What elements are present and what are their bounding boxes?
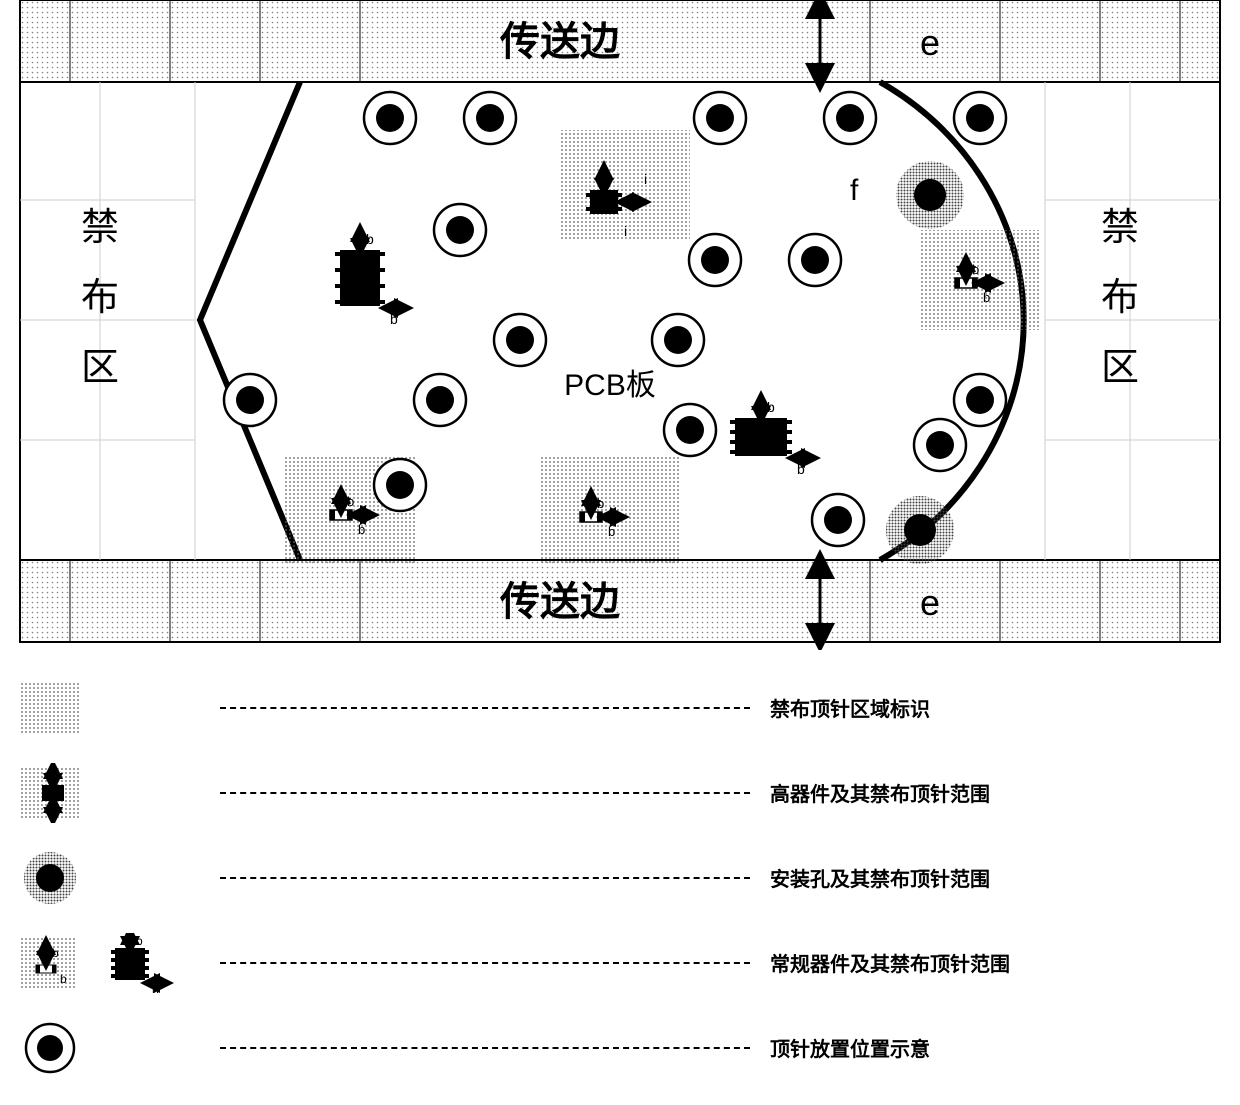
ejector-pin — [954, 374, 1006, 426]
ejector-pin — [364, 92, 416, 144]
legend-icon — [20, 763, 220, 823]
svg-text:b: b — [608, 524, 615, 539]
legend-label: 安装孔及其禁布顶针范围 — [770, 863, 990, 892]
pcb-diagram: 传送边 e 传送边 e 禁布区 禁布区 PCB板 f bbiibbbbbbbb — [0, 0, 1240, 650]
keepout-region — [920, 230, 1040, 330]
legend-item: 高器件及其禁布顶针范围 — [20, 765, 1220, 820]
svg-text:b: b — [366, 231, 374, 247]
svg-text:i: i — [644, 171, 647, 187]
legend-label: 顶针放置位置示意 — [770, 1033, 930, 1062]
pcb-center-label: PCB板 — [564, 369, 656, 402]
legend-item: bbbb常规器件及其禁布顶针范围 — [20, 935, 1220, 990]
ejector-pin — [374, 459, 426, 511]
f-label: f — [850, 174, 859, 207]
e-label-bottom: e — [920, 582, 940, 623]
svg-text:b: b — [358, 522, 365, 537]
keepout-region — [540, 455, 680, 565]
ejector-pin — [434, 204, 486, 256]
ejector-pin — [954, 92, 1006, 144]
legend-item: 禁布顶针区域标识 — [20, 680, 1220, 735]
mounting-hole — [896, 161, 964, 229]
legend-item: 顶针放置位置示意 — [20, 1020, 1220, 1075]
legend-label: 常规器件及其禁布顶针范围 — [770, 948, 1010, 977]
svg-text:b: b — [390, 311, 398, 327]
mounting-hole — [886, 496, 954, 564]
bottom-transfer-band — [20, 560, 1220, 642]
ejector-pin — [494, 314, 546, 366]
e-label-top: e — [920, 22, 940, 63]
legend-icon: bbbb — [20, 933, 220, 993]
svg-text:b: b — [52, 946, 59, 960]
svg-text:b: b — [347, 494, 354, 509]
svg-text:i: i — [624, 223, 627, 239]
legend-leader-line — [220, 1047, 750, 1049]
ejector-pin — [812, 494, 864, 546]
ejector-pin — [652, 314, 704, 366]
legend-leader-line — [220, 707, 750, 709]
ejector-pin — [689, 234, 741, 286]
legend-leader-line — [220, 877, 750, 879]
svg-text:b: b — [60, 972, 67, 986]
legend-leader-line — [220, 792, 750, 794]
svg-text:b: b — [797, 461, 805, 477]
ejector-pin — [414, 374, 466, 426]
svg-text:b: b — [597, 496, 604, 511]
legend-item: 安装孔及其禁布顶针范围 — [20, 850, 1220, 905]
legend-label: 高器件及其禁布顶针范围 — [770, 778, 990, 807]
ejector-pin — [694, 92, 746, 144]
ejector-pin — [224, 374, 276, 426]
top-band-label: 传送边 — [499, 20, 621, 64]
top-transfer-band — [20, 0, 1220, 82]
ejector-pin — [664, 404, 716, 456]
ejector-pin — [824, 92, 876, 144]
svg-text:b: b — [767, 399, 775, 415]
ejector-pin — [914, 419, 966, 471]
legend-label: 禁布顶针区域标识 — [770, 693, 930, 722]
bottom-band-label: 传送边 — [499, 580, 621, 624]
legend-icon — [20, 1018, 220, 1078]
ejector-pin — [464, 92, 516, 144]
svg-text:b: b — [983, 290, 990, 305]
legend-icon — [20, 678, 220, 738]
svg-text:b: b — [152, 984, 159, 993]
left-zone-label: 禁布区 — [81, 207, 119, 389]
right-zone-label: 禁布区 — [1101, 207, 1139, 389]
svg-text:b: b — [136, 934, 143, 948]
svg-text:b: b — [972, 262, 979, 277]
legend-leader-line — [220, 962, 750, 964]
legend-icon — [20, 848, 220, 908]
legend: 禁布顶针区域标识高器件及其禁布顶针范围安装孔及其禁布顶针范围bbbb常规器件及其… — [20, 680, 1220, 1105]
ejector-pin — [789, 234, 841, 286]
